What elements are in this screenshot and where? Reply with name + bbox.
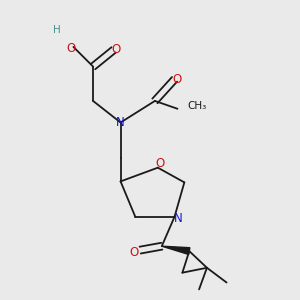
- Text: O: O: [130, 246, 139, 259]
- Text: N: N: [174, 212, 183, 225]
- Text: H: H: [53, 25, 61, 35]
- Text: O: O: [155, 157, 164, 170]
- Text: O: O: [67, 42, 76, 56]
- Text: N: N: [116, 116, 125, 129]
- Text: CH₃: CH₃: [187, 101, 206, 111]
- Text: O: O: [172, 73, 181, 86]
- Polygon shape: [162, 246, 190, 254]
- Text: O: O: [111, 44, 120, 56]
